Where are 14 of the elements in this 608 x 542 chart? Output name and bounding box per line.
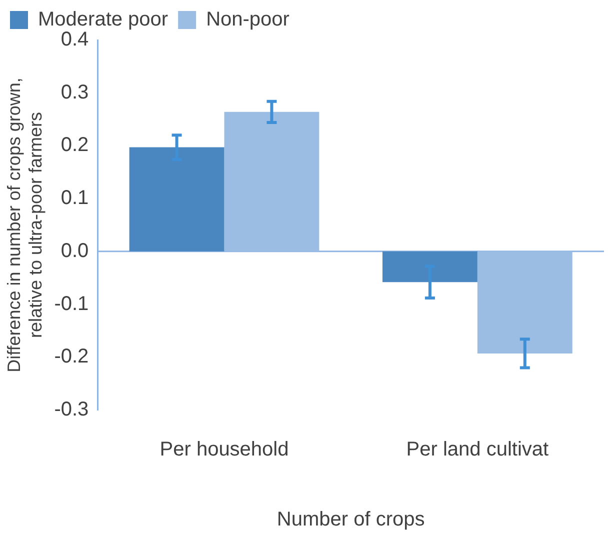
x-tick-label: Per land cultivat bbox=[406, 438, 550, 461]
y-tick-label: -0.2 bbox=[54, 346, 89, 368]
y-tick-label: 0.1 bbox=[60, 187, 89, 210]
y-tick-label: -0.1 bbox=[54, 292, 89, 315]
y-tick-label: 0.4 bbox=[60, 28, 89, 51]
y-axis-title: Difference in number of crops grown, relative to ultra-poor farmers bbox=[4, 78, 46, 372]
y-tick-label: 0.0 bbox=[60, 240, 89, 262]
x-tick-label: Per household bbox=[160, 438, 289, 461]
legend-label: Moderate poor bbox=[38, 8, 168, 31]
y-tick-label: 0.3 bbox=[60, 81, 89, 104]
y-tick-label: 0.2 bbox=[60, 134, 89, 156]
x-axis-title: Number of crops bbox=[276, 508, 425, 531]
y-tick-label: -0.3 bbox=[54, 398, 89, 421]
legend-label: Non-poor bbox=[206, 8, 290, 31]
